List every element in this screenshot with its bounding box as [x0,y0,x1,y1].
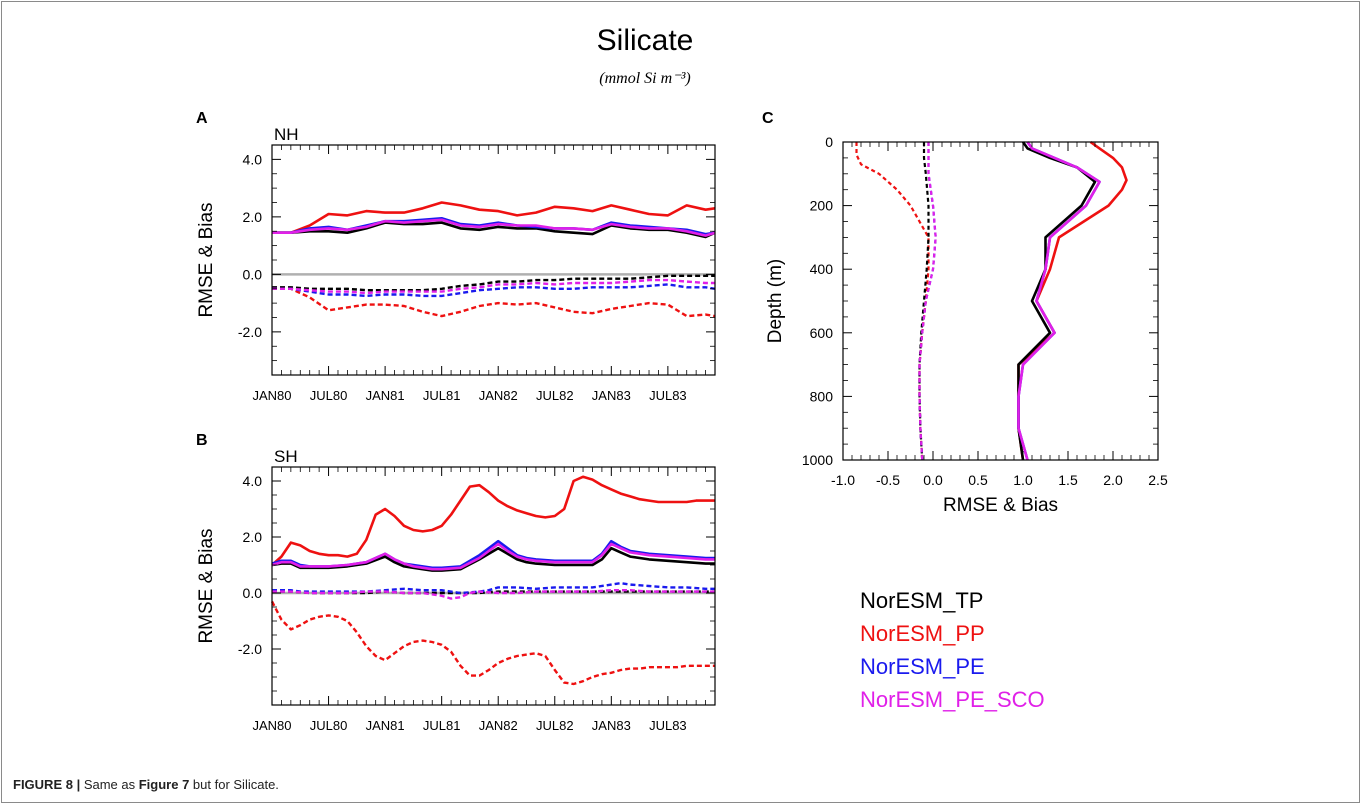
legend-item-noresm-pp: NorESM_PP [860,621,985,646]
xtick-label: JUL83 [649,388,687,403]
xtick-label: JAN81 [366,388,405,403]
xtick-label: JAN81 [366,718,405,733]
series-noresm-pe-sco-bias [272,589,715,600]
caption-text-after: but for Silicate. [189,777,279,792]
xtick-label: 0.5 [968,472,988,488]
xtick-label: JUL83 [649,718,687,733]
series-noresm-pe-bias [918,142,937,461]
legend-item-noresm-pe: NorESM_PE [860,654,985,679]
xtick-label: JAN83 [592,388,631,403]
xtick-label: JUL82 [536,388,574,403]
figure-title: Silicate [597,24,694,57]
xtick-label: 2.5 [1148,472,1168,488]
panel-A: 4.0 2.0 0.0 -2.0 JAN80 JUL80 JAN81 JUL81 JAN82 JU… [196,110,716,403]
xtick-label: -0.5 [876,472,900,488]
legend-item-noresm-tp: NorESM_TP [860,588,983,613]
series-noresm-pp-rmse [272,201,716,234]
ytick-label: 0.0 [243,585,263,601]
series-noresm-tp-rmse [1017,141,1097,461]
ytick-label: -2.0 [238,641,262,657]
panel-label: A [196,110,208,127]
xtick-label: JAN80 [252,718,291,733]
ytick-label: 2.0 [243,209,263,225]
y-axis-label: RMSE & Bias [196,202,217,317]
legend: NorESM_TP NorESM_PP NorESM_PE NorESM_PE_SCO [860,588,1045,712]
ytick-label: 4.0 [243,151,263,167]
xtick-label: -1.0 [831,472,855,488]
ytick-label: 1000 [802,452,833,468]
panel-label: C [762,110,774,127]
caption-label: FIGURE 8 | [13,777,81,792]
xtick-label: JAN80 [252,388,291,403]
legend-item-noresm-pe-sco: NorESM_PE_SCO [860,687,1045,712]
series-noresm-pe-bias [272,283,716,298]
series-noresm-tp-rmse [272,221,716,239]
caption-text-before: Same as [80,777,139,792]
figure-units: (mmol Si m⁻³) [599,70,690,87]
x-axis-label: RMSE & Bias [943,495,1058,516]
region-label: SH [274,447,298,466]
xtick-label: JAN83 [592,718,631,733]
xtick-label: JAN82 [479,388,518,403]
ytick-label: 800 [810,388,834,404]
xtick-label: 1.0 [1013,472,1033,488]
series-noresm-pp-rmse [1017,140,1128,461]
xtick-label: 1.5 [1058,472,1078,488]
ytick-label: 2.0 [243,529,263,545]
panel-C: -1.0 -0.5 0.0 0.5 1.0 1.5 2.0 2.5 0 200 400 600 800 1… [762,110,1168,516]
series-noresm-tp-bias [918,142,930,461]
series-noresm-pe-sco-bias [918,142,937,461]
figure-caption: FIGURE 8 | Same as Figure 7 but for Sili… [13,777,279,792]
ytick-label: 4.0 [243,473,263,489]
y-axis-label: Depth (m) [765,259,786,343]
series-noresm-pe-bias [272,582,715,595]
series-noresm-pe-sco-rmse [1017,141,1101,461]
xtick-label: 0.0 [923,472,943,488]
ytick-label: 0 [825,134,833,150]
ytick-label: 0.0 [243,266,263,282]
ytick-label: 200 [810,198,834,214]
xtick-label: JUL81 [423,388,461,403]
ytick-label: 400 [810,261,834,277]
series-noresm-pe-sco-bias [272,278,715,295]
plot-frame [842,141,1159,461]
ytick-label: -2.0 [238,324,262,340]
series-noresm-tp-rmse [271,546,715,572]
series-noresm-pe-sco-rmse [271,542,715,571]
caption-ref: Figure 7 [138,777,190,792]
series-noresm-pp-bias [272,287,716,318]
series-noresm-pp-bias [855,142,930,461]
xtick-label: JUL82 [536,718,574,733]
xtick-label: JUL80 [310,718,348,733]
series-noresm-pp-rmse [271,475,715,566]
plot-frame [271,144,716,376]
xtick-label: JAN82 [479,718,518,733]
series-noresm-pe-rmse [1017,141,1101,461]
xtick-label: 2.0 [1103,472,1123,488]
panel-B: 4.0 2.0 0.0 -2.0 JAN80 JUL80 JAN81 JUL81 JAN82 JU… [196,432,716,733]
xtick-label: JUL80 [310,388,348,403]
series-noresm-tp-bias [272,274,715,292]
region-label: NH [274,125,299,144]
series-noresm-pp-bias [270,600,715,686]
panel-label: B [196,432,208,449]
series-noresm-pe-sco-rmse [272,218,716,237]
y-axis-label: RMSE & Bias [196,528,217,643]
ytick-label: 600 [810,325,834,341]
xtick-label: JUL81 [423,718,461,733]
plot-frame [271,466,716,706]
